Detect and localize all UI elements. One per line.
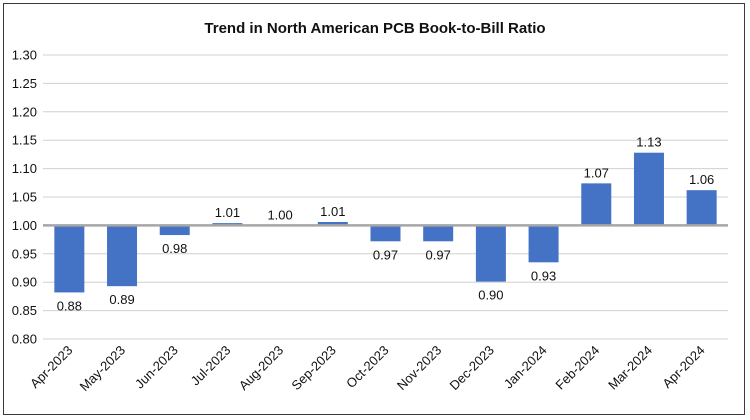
x-tick-label: May-2023 <box>77 343 128 394</box>
bars <box>54 152 717 293</box>
data-label: 0.97 <box>426 247 451 262</box>
x-tick-label: Sep-2023 <box>288 343 338 393</box>
x-tick-label: Jan-2024 <box>501 343 550 392</box>
data-label: 0.97 <box>373 247 398 262</box>
data-label: 0.89 <box>109 292 134 307</box>
x-tick-label: Oct-2023 <box>343 343 391 391</box>
x-axis-ticks: Apr-2023 May-2023 Jun-2023 Jul-2023 Aug-2023… <box>27 343 708 394</box>
gridlines <box>43 54 728 340</box>
y-tick-label: 1.20 <box>12 104 37 119</box>
y-tick-label: 0.95 <box>12 246 37 261</box>
data-label: 1.00 <box>267 207 292 222</box>
x-tick-label: Jul-2023 <box>188 343 234 389</box>
bar <box>475 225 506 282</box>
x-tick-label: Dec-2023 <box>447 343 497 393</box>
x-tick-label: Feb-2024 <box>552 343 602 393</box>
x-tick-label: Apr-2023 <box>27 343 75 391</box>
data-label: 0.98 <box>162 241 187 256</box>
bar <box>54 225 85 293</box>
bar <box>528 225 559 263</box>
bar <box>633 152 664 226</box>
data-label: 1.01 <box>215 205 240 220</box>
y-tick-label: 1.15 <box>12 133 37 148</box>
bar <box>317 221 348 226</box>
y-tick-label: 0.90 <box>12 275 37 290</box>
bar <box>581 183 612 226</box>
x-tick-label: Aug-2023 <box>236 343 286 393</box>
data-label: 0.90 <box>478 288 503 303</box>
y-tick-label: 1.25 <box>12 76 37 91</box>
y-tick-label: 0.80 <box>12 332 37 347</box>
chart-title: Trend in North American PCB Book-to-Bill… <box>204 20 545 37</box>
y-tick-label: 1.30 <box>12 48 37 63</box>
bar <box>107 225 138 287</box>
bar <box>370 225 401 242</box>
y-tick-label: 1.10 <box>12 161 37 176</box>
data-label: 1.01 <box>320 204 345 219</box>
data-label: 1.06 <box>689 172 714 187</box>
chart-frame <box>3 3 745 415</box>
x-tick-label: Jun-2023 <box>132 343 181 392</box>
x-tick-label: Mar-2024 <box>605 343 655 393</box>
data-label: 0.93 <box>531 268 556 283</box>
x-tick-label: Nov-2023 <box>394 343 444 393</box>
data-label: 1.07 <box>584 165 609 180</box>
y-axis-ticks: 0.80 0.85 0.90 0.95 1.00 1.05 1.10 1.15 1.20 1.25… <box>12 48 37 347</box>
x-tick-label: Apr-2024 <box>659 343 707 391</box>
data-labels: 0.88 0.89 0.98 1.01 1.00 1.01 0.97 0.97 0.90 0.93… <box>57 135 715 314</box>
y-tick-label: 1.00 <box>12 218 37 233</box>
y-tick-label: 1.05 <box>12 190 37 205</box>
bar <box>423 225 454 242</box>
bar <box>686 190 717 226</box>
y-tick-label: 0.85 <box>12 303 37 318</box>
data-label: 0.88 <box>57 298 82 313</box>
data-label: 1.13 <box>636 135 661 150</box>
bar <box>159 225 190 236</box>
